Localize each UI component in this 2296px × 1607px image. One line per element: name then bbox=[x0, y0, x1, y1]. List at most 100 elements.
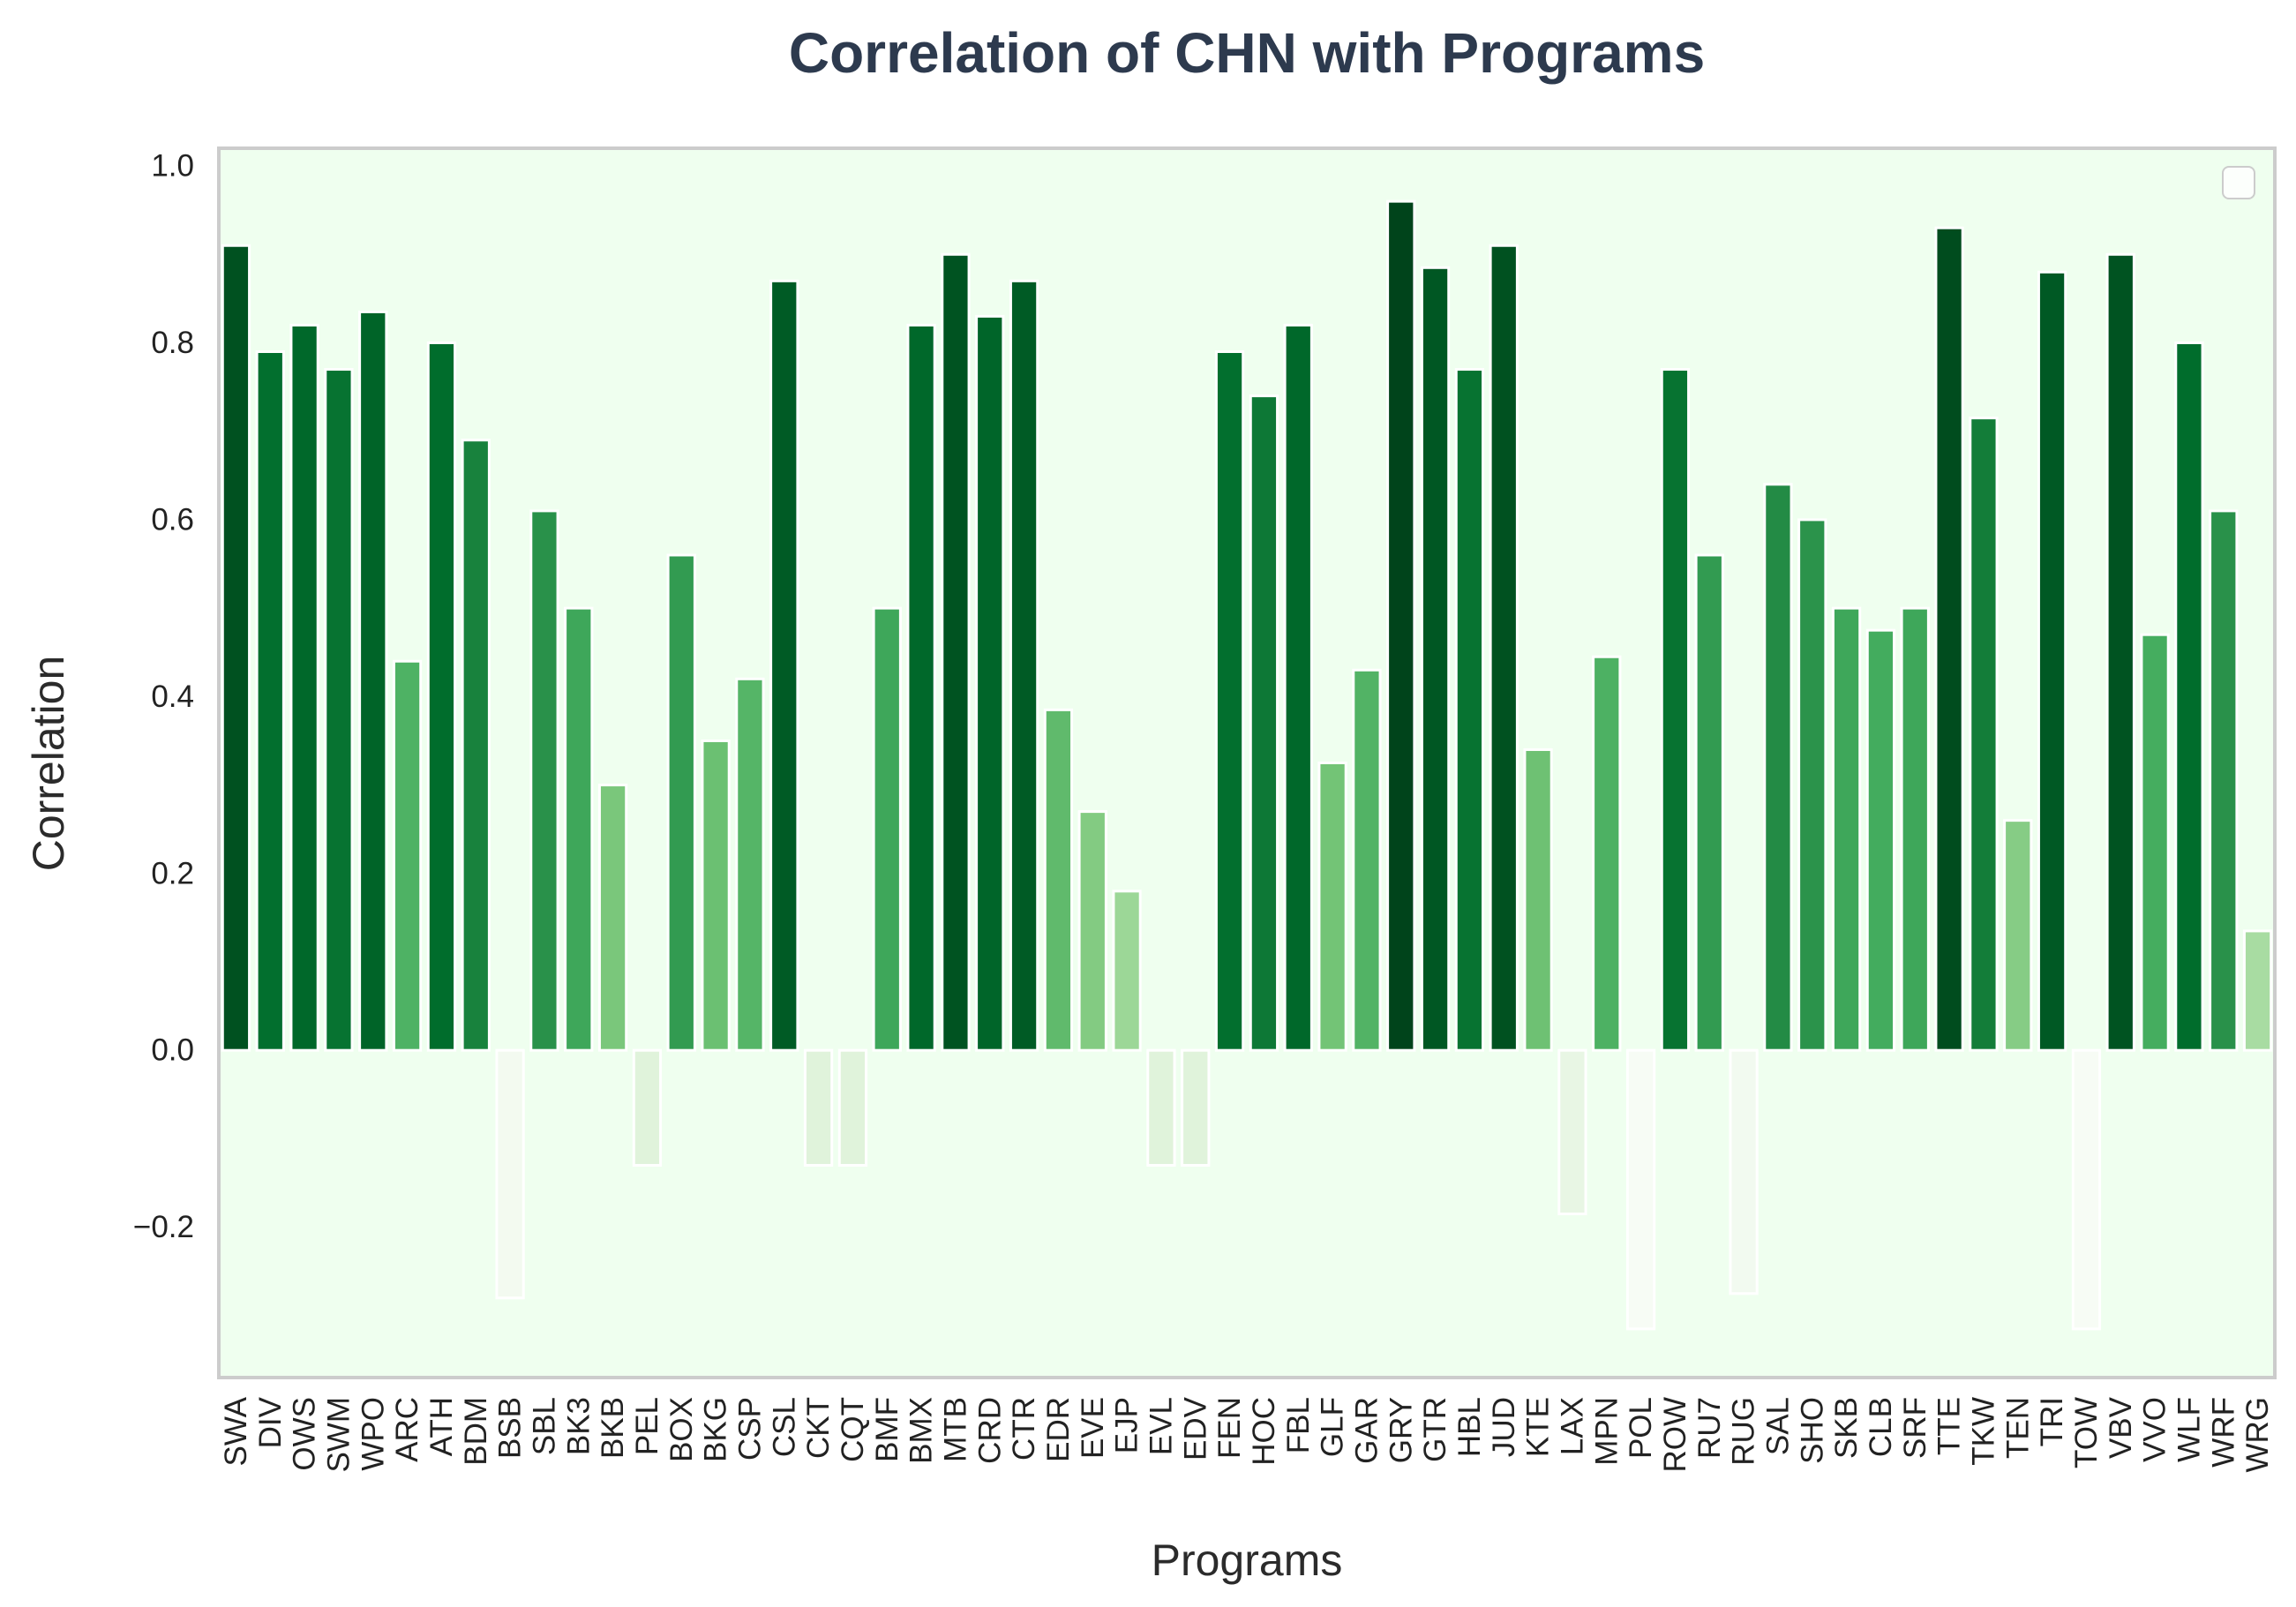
y-tick-label: 0.8 bbox=[151, 326, 194, 360]
plot-area bbox=[219, 148, 2275, 1378]
chart-title: Correlation of CHN with Programs bbox=[789, 21, 1705, 85]
bar-tte bbox=[1934, 226, 1964, 1052]
x-tick-label: SKB bbox=[1829, 1397, 1864, 1459]
x-tick-label: GRY bbox=[1384, 1397, 1418, 1463]
x-tick-label: SHO bbox=[1795, 1397, 1829, 1464]
x-tick-label: GLF bbox=[1316, 1397, 1350, 1457]
bar-bsb bbox=[495, 1048, 525, 1300]
x-tick-label: RU7 bbox=[1692, 1397, 1727, 1459]
bar-bmf bbox=[872, 606, 902, 1052]
bar-ctr bbox=[1009, 279, 1039, 1052]
x-tick-label: CSP bbox=[732, 1397, 767, 1461]
x-tick-label: FEN bbox=[1212, 1397, 1247, 1459]
x-tick-label: GAR bbox=[1349, 1397, 1384, 1464]
bar-rug bbox=[1729, 1048, 1759, 1295]
x-tick-label: TOW bbox=[2069, 1397, 2104, 1468]
x-tick-label: CTR bbox=[1007, 1397, 1041, 1461]
x-tick-label: CQT bbox=[836, 1397, 870, 1462]
bar-pel bbox=[632, 1048, 663, 1167]
x-tick-label: CLB bbox=[1864, 1397, 1898, 1457]
y-axis-label: Correlation bbox=[24, 656, 73, 872]
x-tick-label: RUG bbox=[1727, 1397, 1761, 1466]
x-tick-label: BSB bbox=[493, 1397, 528, 1459]
bar-fbl bbox=[1283, 323, 1313, 1052]
bar-lax bbox=[1557, 1048, 1587, 1216]
bar-hoc bbox=[1249, 394, 1279, 1052]
bar-evl bbox=[1146, 1048, 1176, 1167]
x-tick-label: SWM bbox=[321, 1397, 356, 1473]
bar-jud bbox=[1489, 244, 1519, 1052]
x-tick-label: CRD bbox=[972, 1397, 1007, 1464]
x-axis-label: Programs bbox=[1152, 1536, 1343, 1585]
x-tick-label: BK3 bbox=[561, 1397, 596, 1455]
bar-ckt bbox=[803, 1048, 834, 1167]
x-tick-label: BMF bbox=[870, 1397, 904, 1462]
bar-clb bbox=[1865, 628, 1896, 1052]
x-tick-label: WRG bbox=[2240, 1397, 2275, 1473]
legend-box bbox=[2222, 166, 2255, 199]
x-tick-label: BDM bbox=[459, 1397, 493, 1466]
x-tick-label: WRF bbox=[2206, 1397, 2240, 1468]
bar-wrf bbox=[2209, 509, 2239, 1052]
x-tick-label: CKT bbox=[801, 1397, 836, 1459]
x-tick-label: TRI bbox=[2035, 1397, 2069, 1446]
x-tick-label: MTB bbox=[938, 1397, 972, 1462]
bar-mpn bbox=[1592, 655, 1622, 1052]
x-tick-label: ROW bbox=[1658, 1397, 1692, 1473]
x-tick-label: TEN bbox=[2000, 1397, 2035, 1459]
x-tick-label: HOC bbox=[1247, 1397, 1281, 1466]
x-tick-label: BOX bbox=[664, 1397, 699, 1462]
x-tick-label: ATH bbox=[424, 1397, 459, 1456]
x-tick-label: VVO bbox=[2138, 1397, 2172, 1462]
bar-sho bbox=[1797, 518, 1827, 1052]
x-tick-label: MPN bbox=[1589, 1397, 1624, 1466]
bar-kte bbox=[1523, 747, 1553, 1052]
bar-wpo bbox=[358, 310, 388, 1052]
x-tick-label: EVE bbox=[1076, 1397, 1110, 1459]
x-tick-label: CSL bbox=[767, 1397, 801, 1457]
bars-group bbox=[221, 199, 2273, 1331]
x-tick-label: DIV bbox=[253, 1396, 288, 1448]
x-tick-label: FBL bbox=[1281, 1397, 1316, 1453]
bar-skb bbox=[1831, 606, 1862, 1052]
x-tick-label: SBL bbox=[527, 1397, 561, 1455]
x-tick-label: EDR bbox=[1041, 1397, 1076, 1462]
bar-glf bbox=[1317, 762, 1347, 1052]
bar-wrg bbox=[2242, 929, 2273, 1052]
x-tick-label: PEL bbox=[630, 1397, 664, 1455]
bar-box bbox=[666, 553, 696, 1052]
bar-wlf bbox=[2174, 341, 2204, 1052]
bar-bkg bbox=[701, 739, 731, 1052]
x-axis-ticks: SWA DIV OWS SWM WPO ARC ATH BDM BSB SBL BK3 BKB PEL B… bbox=[219, 1396, 2275, 1472]
x-tick-label: JUD bbox=[1487, 1397, 1521, 1457]
bar-sal bbox=[1763, 483, 1793, 1052]
x-tick-label: GTR bbox=[1418, 1397, 1452, 1462]
bar-ejp bbox=[1112, 890, 1142, 1052]
x-tick-label: TKW bbox=[1966, 1397, 2000, 1466]
x-tick-label: SAL bbox=[1760, 1397, 1795, 1455]
bar-tow bbox=[2071, 1048, 2102, 1331]
bar-row bbox=[1660, 368, 1691, 1052]
y-tick-label: 1.0 bbox=[151, 149, 194, 184]
bar-csl bbox=[769, 279, 799, 1052]
x-tick-label: WPO bbox=[356, 1397, 390, 1471]
bar-gry bbox=[1386, 199, 1416, 1052]
bar-sbl bbox=[529, 509, 559, 1052]
x-tick-label: HBL bbox=[1452, 1397, 1487, 1457]
bar-swa bbox=[221, 244, 251, 1052]
y-axis-ticks: −0.2 0.0 0.2 0.4 0.6 0.8 1.0 bbox=[133, 149, 194, 1245]
bar-ath bbox=[426, 341, 457, 1052]
bar-mtb bbox=[941, 252, 971, 1052]
bar-crd bbox=[975, 314, 1005, 1052]
bar-gar bbox=[1352, 668, 1382, 1052]
y-tick-label: 0.2 bbox=[151, 856, 194, 890]
bar-ru7 bbox=[1694, 553, 1724, 1052]
bar-eve bbox=[1077, 810, 1107, 1052]
bar-tri bbox=[2037, 270, 2067, 1052]
bar-bk3 bbox=[564, 606, 594, 1052]
bar-arc bbox=[392, 659, 423, 1052]
bar-pol bbox=[1625, 1048, 1656, 1331]
y-tick-label: 0.6 bbox=[151, 502, 194, 537]
y-tick-label: 0.4 bbox=[151, 680, 194, 714]
